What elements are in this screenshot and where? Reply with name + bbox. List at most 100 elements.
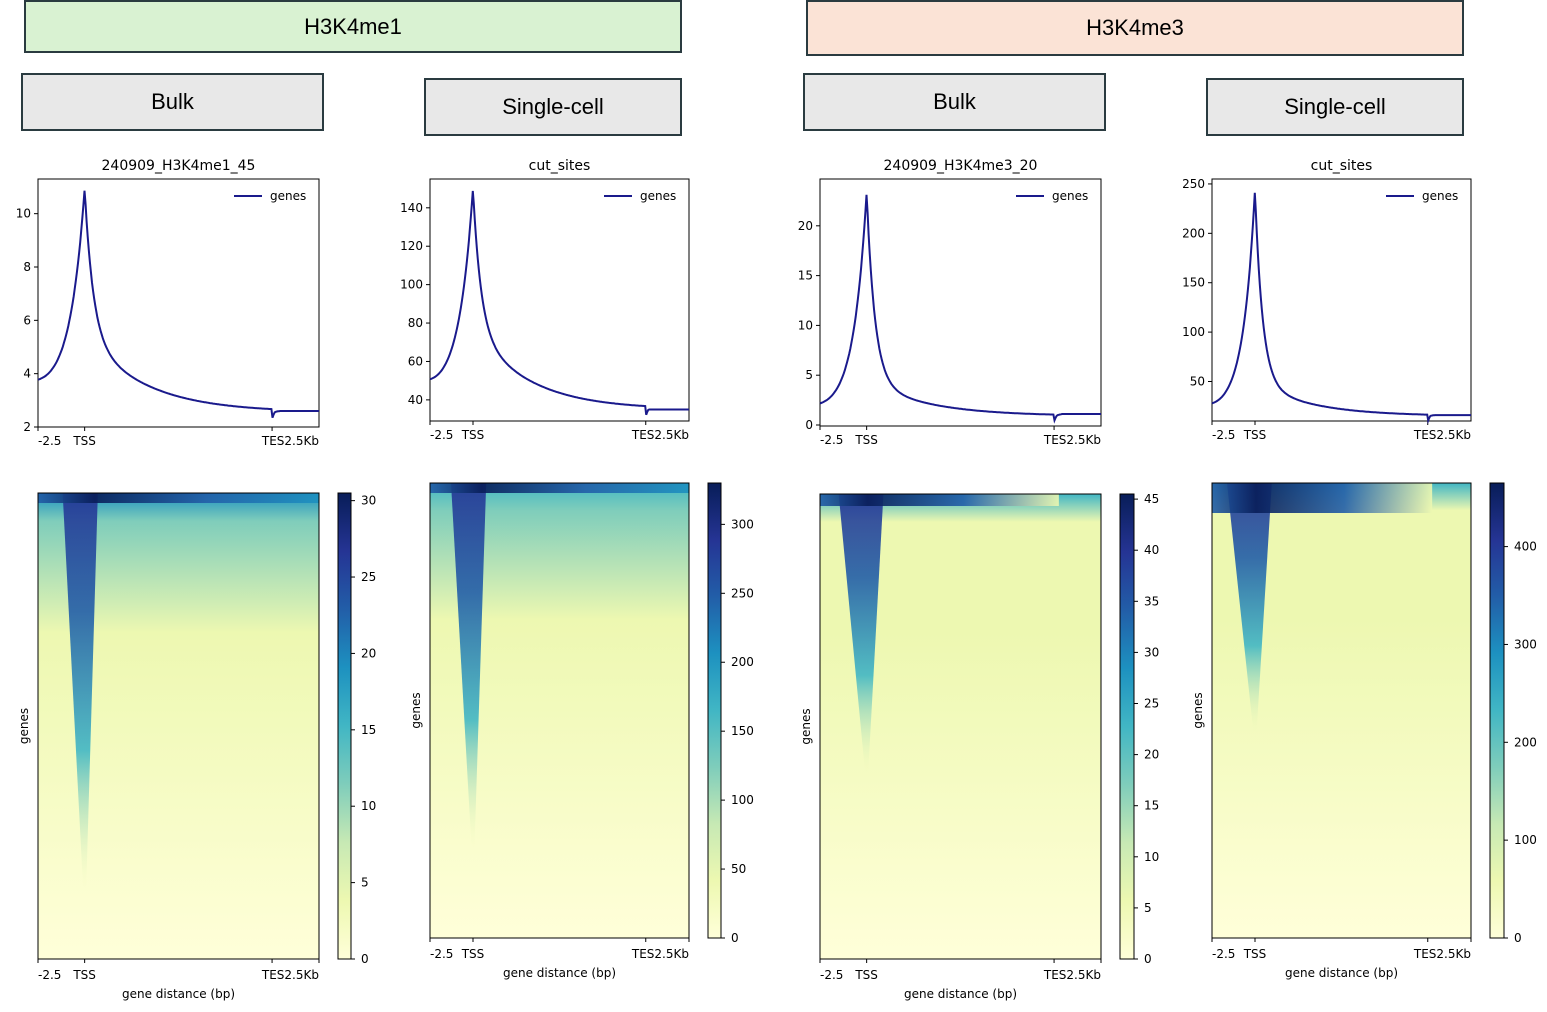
y-axis-label: genes [799,708,813,744]
y-tick-label: 140 [400,201,423,215]
profile-line-genes [429,190,689,416]
profile-line-genes [1211,192,1471,425]
y-tick-label: 120 [400,239,423,253]
colorbar-tick-label: 250 [731,586,754,600]
method-box-singlecell-me1: Single-cell [424,78,682,136]
method-box-bulk-me1: Bulk [21,73,324,131]
y-tick-label: 40 [408,393,423,407]
colorbar [337,492,352,960]
colorbar [1489,482,1505,939]
colorbar-tick-label: 100 [731,793,754,807]
x-axis-label: gene distance (bp) [122,987,235,1001]
y-tick-label: 60 [408,354,423,368]
y-tick-label: 8 [23,260,31,274]
mark-label: H3K4me3 [1086,15,1184,40]
legend-label: genes [1052,189,1088,203]
x-tick-label: -2.5 [38,968,61,982]
profile-axes-frame [1211,178,1472,422]
x-tick-label: -2.5 [1212,947,1235,961]
y-tick-label: 2 [23,420,31,434]
x-tick-label: TSS [461,947,485,961]
colorbar-tick-label: 20 [361,646,376,660]
colorbar-tick-label: 30 [1144,645,1159,659]
heatmap-tss-signal [838,494,884,773]
colorbar-tick-label: 0 [731,931,739,945]
heatmap-frame [819,493,1102,960]
legend-label: genes [1422,189,1458,203]
x-tick-label: TES2.5Kb [1043,968,1101,982]
x-tick-label: TSS [72,968,96,982]
x-tick-label: -2.5 [820,968,843,982]
method-label: Bulk [933,89,976,114]
y-tick-label: 5 [805,368,813,382]
colorbar-tick-label: 200 [731,655,754,669]
chart-panel-0: 240909_H3K4me1_45 2 4 6 8 10 -2.5 TSS TES2.5Kb ge… [16,158,377,1001]
colorbar-tick-label: 25 [361,570,376,584]
y-tick-label: 200 [1182,226,1205,240]
colorbar-tick-label: 35 [1144,594,1159,608]
x-tick-label: TSS [1243,947,1267,961]
heatmap-tss-signal [450,483,487,847]
method-box-bulk-me3: Bulk [803,73,1106,131]
colorbar-tick-label: 150 [731,724,754,738]
legend-label: genes [640,189,676,203]
method-box-singlecell-me3: Single-cell [1206,78,1464,136]
colorbar-tick-label: 20 [1144,748,1159,762]
x-tick-label: -2.5 [430,947,453,961]
x-tick-label: TES2.5Kb [261,434,319,448]
x-axis-label: gene distance (bp) [1285,966,1398,980]
heatmap-top-band [820,494,1059,506]
colorbar [707,482,722,939]
x-axis-label: gene distance (bp) [904,987,1017,1001]
y-tick-label: 150 [1182,276,1205,290]
y-tick-label: 10 [798,318,813,332]
colorbar-tick-label: 0 [1514,931,1522,945]
colorbar-tick-label: 45 [1144,492,1159,506]
y-axis-label: genes [17,708,31,744]
y-tick-label: 0 [805,418,813,432]
colorbar-tick-label: 30 [361,494,376,508]
y-tick-label: 10 [16,207,31,221]
chart-panel-1: cut_sites 40 60 80 100 120 140 -2.5 TSS TES2.5Kb g… [400,158,754,980]
x-tick-label: TES2.5Kb [1043,433,1101,447]
y-tick-label: 50 [1190,374,1205,388]
y-tick-label: 6 [23,313,31,327]
x-tick-label: -2.5 [1212,428,1235,442]
profile-line-genes [819,194,1101,424]
y-tick-label: 250 [1182,177,1205,191]
x-tick-label: -2.5 [820,433,843,447]
colorbar-tick-label: 5 [1144,901,1152,915]
x-tick-label: TES2.5Kb [1413,428,1471,442]
colorbar-tick-label: 300 [731,517,754,531]
x-tick-label: -2.5 [38,434,61,448]
chart-panel-2: 240909_H3K4me3_20 0 5 10 15 20 -2.5 TSS TES2.5Kb… [798,158,1160,1001]
y-tick-label: 4 [23,367,31,381]
x-axis-label: gene distance (bp) [503,966,616,980]
chart-panel-3: cut_sites 50 100 150 200 250 -2.5 TSS TES2.5Kb ge… [1182,158,1537,980]
heatmap-frame [37,492,320,960]
x-tick-label: TES2.5Kb [631,947,689,961]
x-tick-label: TES2.5Kb [1413,947,1471,961]
y-tick-label: 20 [798,219,813,233]
colorbar-tick-label: 0 [361,952,369,966]
x-tick-label: TSS [461,428,485,442]
method-label: Bulk [151,89,194,114]
x-tick-label: TES2.5Kb [261,968,319,982]
colorbar-tick-label: 40 [1144,543,1159,557]
mark-label: H3K4me1 [304,13,402,39]
plot-title: 240909_H3K4me3_20 [884,158,1038,174]
y-tick-label: 80 [408,316,423,330]
heatmap-top-band [1212,483,1433,513]
x-tick-label: TES2.5Kb [631,428,689,442]
heatmap-frame [429,482,690,939]
plot-title: 240909_H3K4me1_45 [102,158,256,174]
colorbar-tick-label: 15 [361,723,376,737]
y-tick-label: 100 [400,278,423,292]
colorbar-tick-label: 400 [1514,540,1537,554]
mark-banner-h3k4me3: H3K4me3 [806,0,1464,56]
colorbar [1119,493,1135,960]
y-tick-label: 15 [798,269,813,283]
colorbar-tick-label: 0 [1144,952,1152,966]
profile-axes-frame [37,178,320,428]
x-tick-label: TSS [72,434,96,448]
